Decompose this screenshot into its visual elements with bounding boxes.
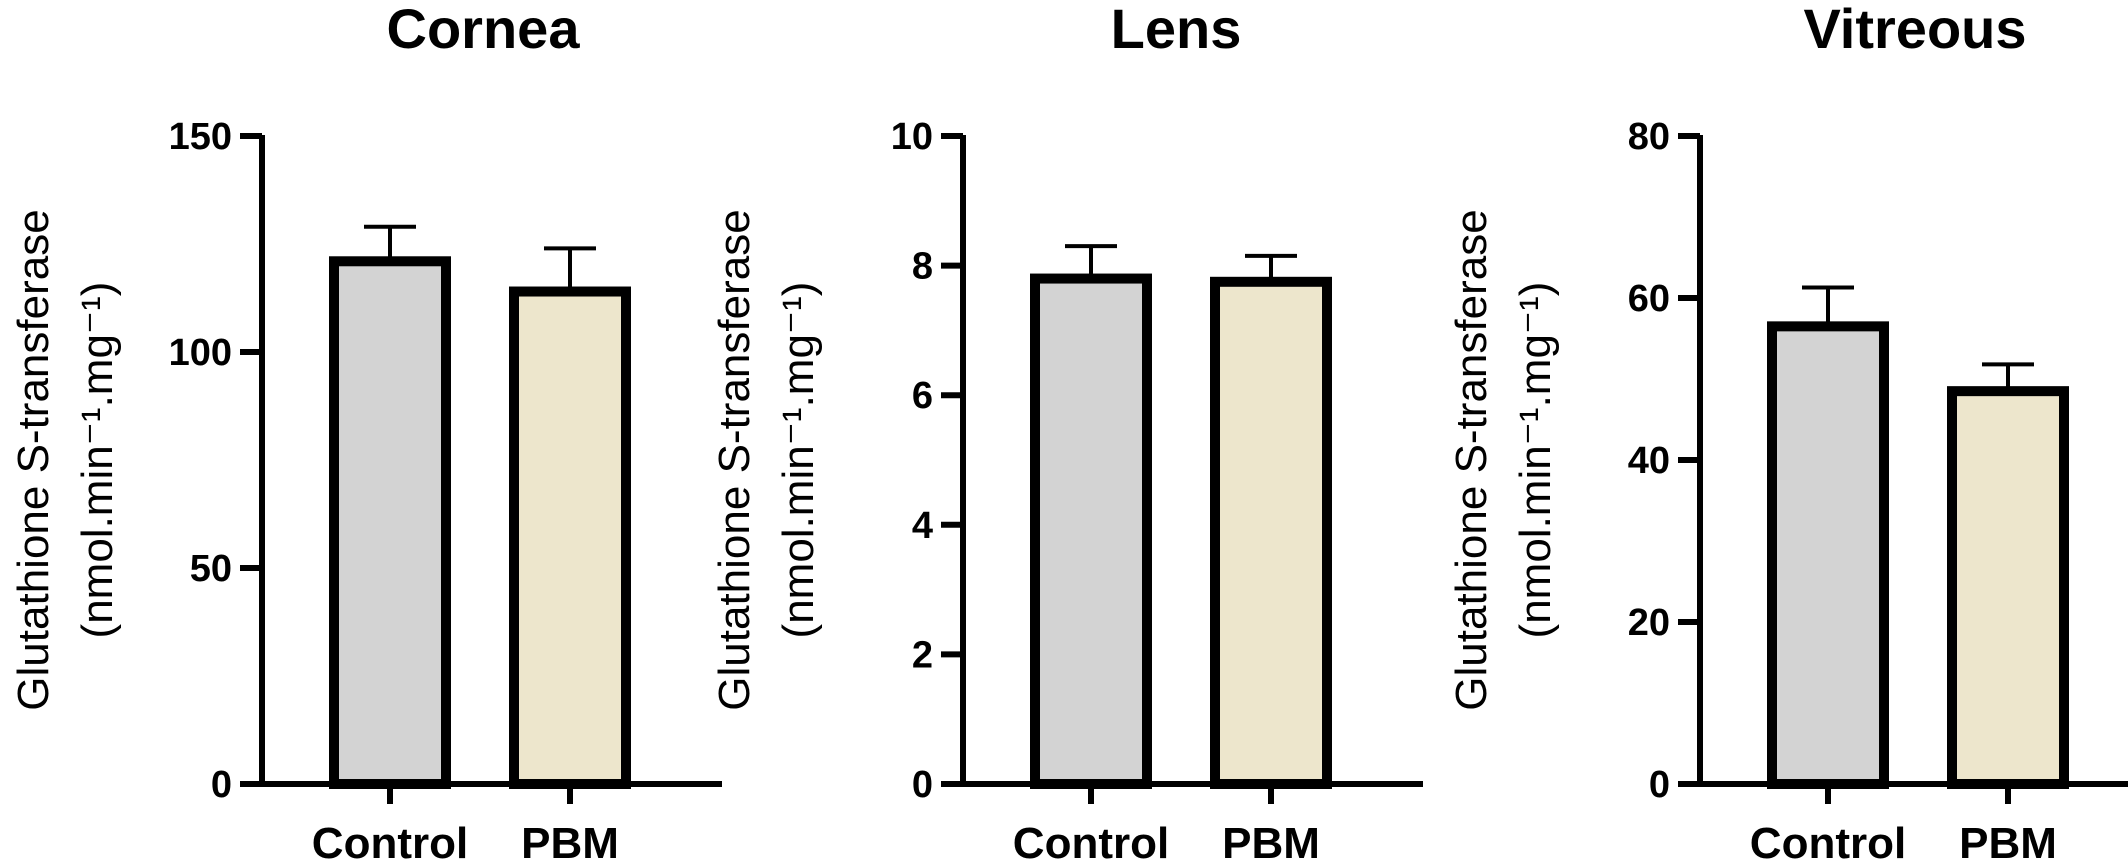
y-tick-label: 6: [912, 375, 933, 417]
bar-control: [1767, 321, 1889, 789]
chart-panel-lens: Lens 0 2 4 6 8 10 Control PBM Glutathione S-trans…: [710, 0, 1423, 867]
y-tick-label: 0: [912, 764, 933, 806]
y-tick-label: 60: [1628, 278, 1670, 320]
y-axis-label: Glutathione S-transferase: [9, 209, 58, 710]
y-tick-label: 80: [1628, 116, 1670, 158]
y-tick-label: 10: [891, 116, 933, 158]
x-tick-label: Control: [1013, 819, 1169, 867]
x-tick-label: PBM: [1222, 819, 1320, 867]
y-tick-label: 100: [169, 332, 232, 374]
y-tick-label: 150: [169, 116, 232, 158]
y-axis-unit-label: (nmol.min⁻¹.mg⁻¹): [1511, 282, 1560, 639]
chart-title: Lens: [1111, 0, 1242, 60]
y-axis-label: Glutathione S-transferase: [1447, 209, 1496, 710]
bar-pbm: [509, 286, 631, 789]
y-axis-unit-label: (nmol.min⁻¹.mg⁻¹): [73, 282, 122, 639]
bar-control: [329, 256, 451, 789]
y-axis-unit-label: (nmol.min⁻¹.mg⁻¹): [774, 282, 823, 639]
y-tick-label: 40: [1628, 440, 1670, 482]
y-tick-label: 50: [190, 548, 232, 590]
x-tick-label: PBM: [1959, 819, 2057, 867]
y-tick-label: 2: [912, 634, 933, 676]
x-tick-label: PBM: [521, 819, 619, 867]
chart-title: Vitreous: [1803, 0, 2026, 60]
x-tick-label: Control: [312, 819, 468, 867]
y-tick-label: 8: [912, 246, 933, 288]
bar-pbm: [1947, 386, 2069, 789]
bar-pbm: [1210, 276, 1332, 789]
y-tick-label: 20: [1628, 602, 1670, 644]
chart-panel-cornea: Cornea 0 50 100 150 Control PBM Glutathione S-t…: [9, 0, 722, 867]
y-tick-label: 0: [1649, 764, 1670, 806]
chart-title: Cornea: [387, 0, 581, 60]
y-axis-label: Glutathione S-transferase: [710, 209, 759, 710]
y-tick-label: 0: [211, 764, 232, 806]
chart-panel-vitreous: Vitreous 0 20 40 60 80 Control PBM Glutathione S…: [1447, 0, 2128, 867]
bar-control: [1030, 273, 1152, 789]
y-tick-label: 4: [912, 505, 933, 547]
x-tick-label: Control: [1750, 819, 1906, 867]
